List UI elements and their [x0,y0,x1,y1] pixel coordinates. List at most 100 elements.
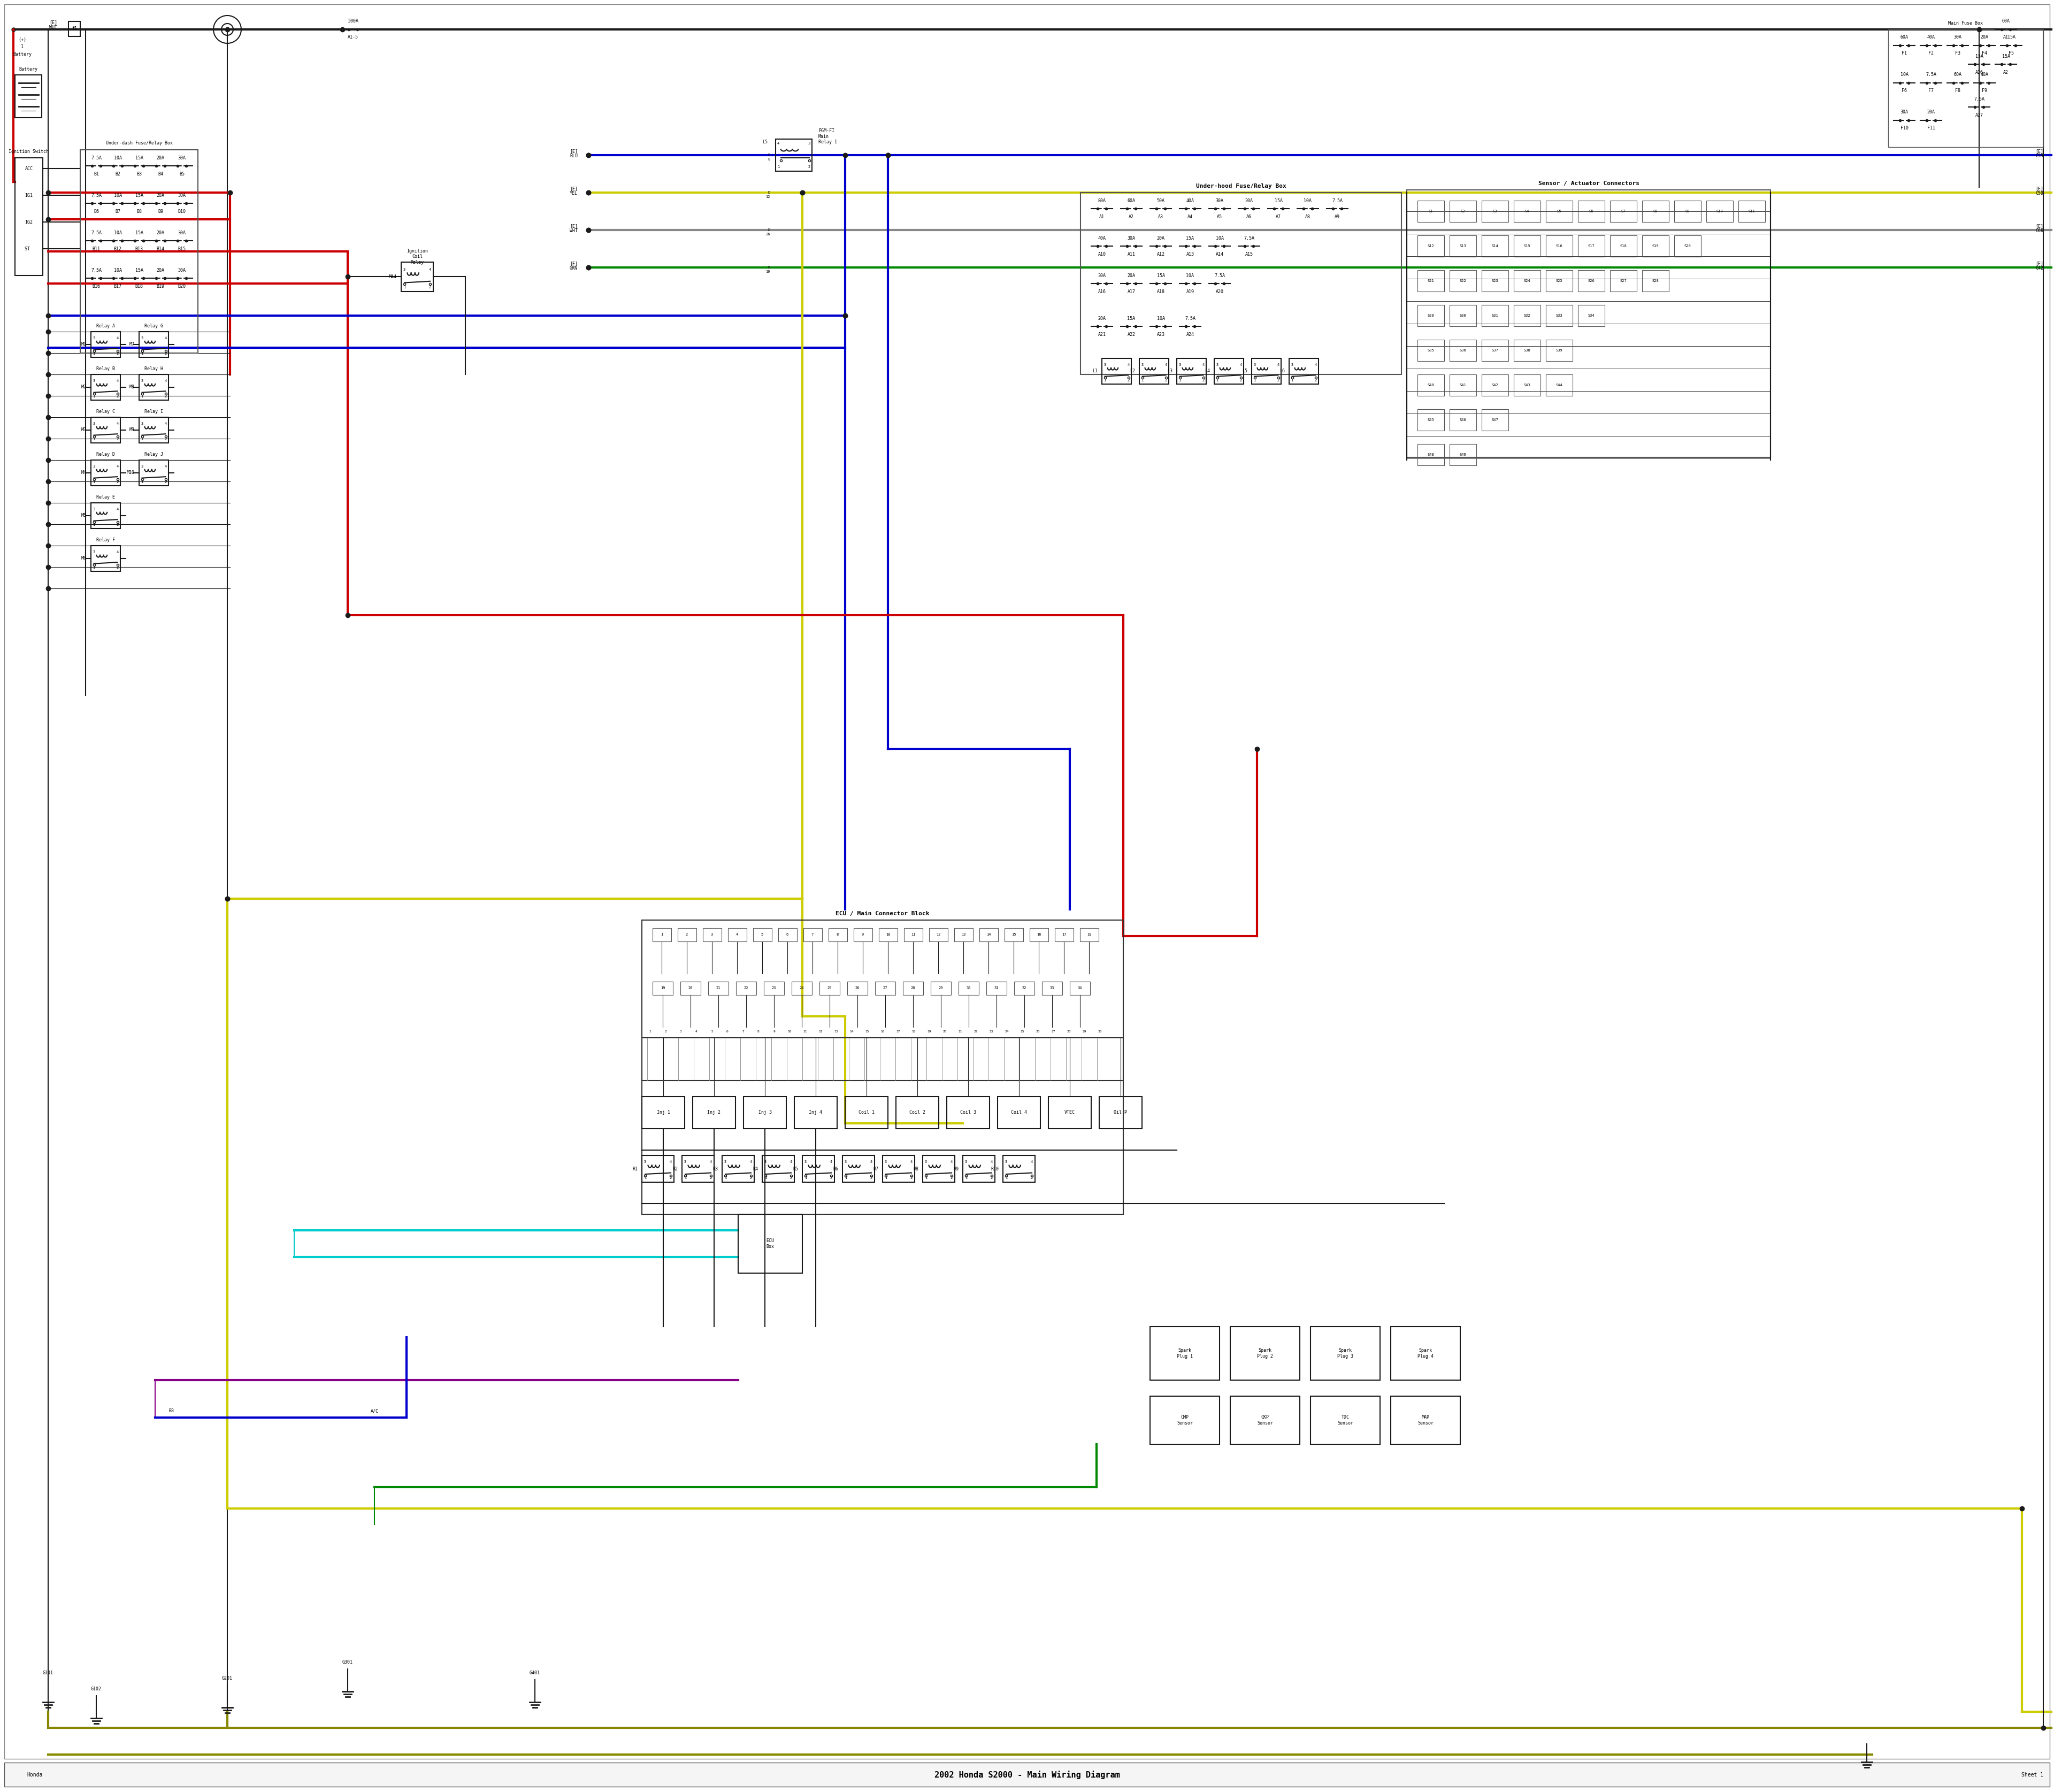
Text: 1: 1 [844,1177,846,1179]
Text: 7.5A: 7.5A [1927,72,1937,77]
Text: 2: 2 [1165,378,1167,382]
Text: A5: A5 [1216,215,1222,219]
Text: 2: 2 [750,1177,752,1179]
Text: S3: S3 [1493,210,1497,213]
Text: Inj 1: Inj 1 [657,1111,670,1115]
Text: 1: 1 [805,1177,807,1179]
Text: 4: 4 [910,1161,912,1163]
Text: 40A: 40A [1980,72,1988,77]
Text: B1: B1 [94,172,99,176]
Text: 2: 2 [990,1177,992,1179]
Bar [401,262,433,292]
Text: Honda: Honda [27,1772,43,1778]
Text: S4: S4 [1524,210,1530,213]
Bar [820,982,840,995]
Text: 11: 11 [803,1030,807,1032]
Bar [14,158,43,276]
Text: 2: 2 [910,1177,912,1179]
Text: 3: 3 [1216,364,1218,366]
Text: 3: 3 [807,142,811,145]
Text: Relay E: Relay E [97,495,115,500]
Text: 4: 4 [164,423,166,425]
Text: S35: S35 [1428,349,1434,351]
Text: S22: S22 [1460,280,1467,283]
Text: A14: A14 [1216,251,1224,256]
Text: F9: F9 [1982,88,1986,93]
Text: 1: 1 [924,1177,926,1179]
Bar [1004,928,1023,941]
Text: 17: 17 [1062,934,1066,935]
Text: R9: R9 [953,1167,959,1172]
Bar [1041,982,1062,995]
Text: A11: A11 [1128,251,1136,256]
Text: 1: 1 [1216,378,1218,382]
Text: 4: 4 [1128,364,1130,366]
Text: A19: A19 [1185,289,1193,294]
Text: 25: 25 [1021,1030,1025,1032]
Text: 4: 4 [164,380,166,382]
Text: 1: 1 [684,1177,686,1179]
Bar [1417,305,1444,326]
Bar [963,1156,994,1183]
Text: S19: S19 [1651,244,1660,247]
Text: 1: 1 [92,480,94,484]
Bar [803,1156,834,1183]
Text: 30A: 30A [179,267,185,272]
Text: 40A: 40A [1099,235,1105,240]
Text: S7: S7 [1621,210,1625,213]
Text: GRN: GRN [569,265,577,271]
Text: S38: S38 [1524,349,1530,351]
Bar [1080,928,1099,941]
Bar [1674,201,1701,222]
Text: S39: S39 [1555,349,1563,351]
Text: C66: C66 [2036,228,2044,233]
Text: B15: B15 [179,246,185,251]
Text: 3: 3 [885,1161,887,1163]
Text: 12: 12 [937,934,941,935]
Text: 60A: 60A [1900,36,1908,39]
Text: 24: 24 [1004,1030,1009,1032]
Text: Main Fuse Box: Main Fuse Box [1949,22,1982,25]
Text: 15A: 15A [136,267,144,272]
Bar [947,1097,990,1129]
Text: 3: 3 [142,464,144,468]
Text: 29: 29 [939,986,943,989]
Text: IG1: IG1 [25,194,33,197]
Text: S16: S16 [1555,244,1563,247]
Text: A1-5: A1-5 [347,36,357,39]
Text: 3: 3 [725,1161,727,1163]
Bar [4,1763,2050,1787]
Bar [735,982,756,995]
Text: 14: 14 [986,934,990,935]
Text: 1: 1 [21,45,25,50]
Text: 1: 1 [1253,378,1255,382]
Bar [1450,201,1477,222]
Text: 3: 3 [764,1161,766,1163]
Bar [803,928,822,941]
Bar [1738,201,1764,222]
Text: 28: 28 [1066,1030,1070,1032]
Text: [E]: [E] [569,186,577,192]
Bar [1310,1326,1380,1380]
Bar [1214,358,1243,383]
Text: 1: 1 [776,165,778,168]
Text: F11: F11 [1927,125,1935,131]
Bar [928,928,947,941]
Text: 1: 1 [142,437,144,441]
Text: 10A: 10A [113,156,121,159]
Text: S23: S23 [1491,280,1499,283]
Text: B10: B10 [179,210,185,213]
Text: Relay H: Relay H [144,367,162,371]
Text: A23: A23 [1156,332,1165,337]
Text: A21: A21 [1099,332,1105,337]
Text: [E]: [E] [569,149,577,154]
Text: 4: 4 [776,142,778,145]
Bar [1450,375,1477,396]
Text: B13: B13 [136,246,144,251]
Text: S1: S1 [1430,210,1434,213]
Text: 2: 2 [1031,1177,1033,1179]
Bar [1547,271,1573,292]
Bar [737,1215,803,1272]
Text: A3: A3 [1158,215,1163,219]
Bar [980,928,998,941]
